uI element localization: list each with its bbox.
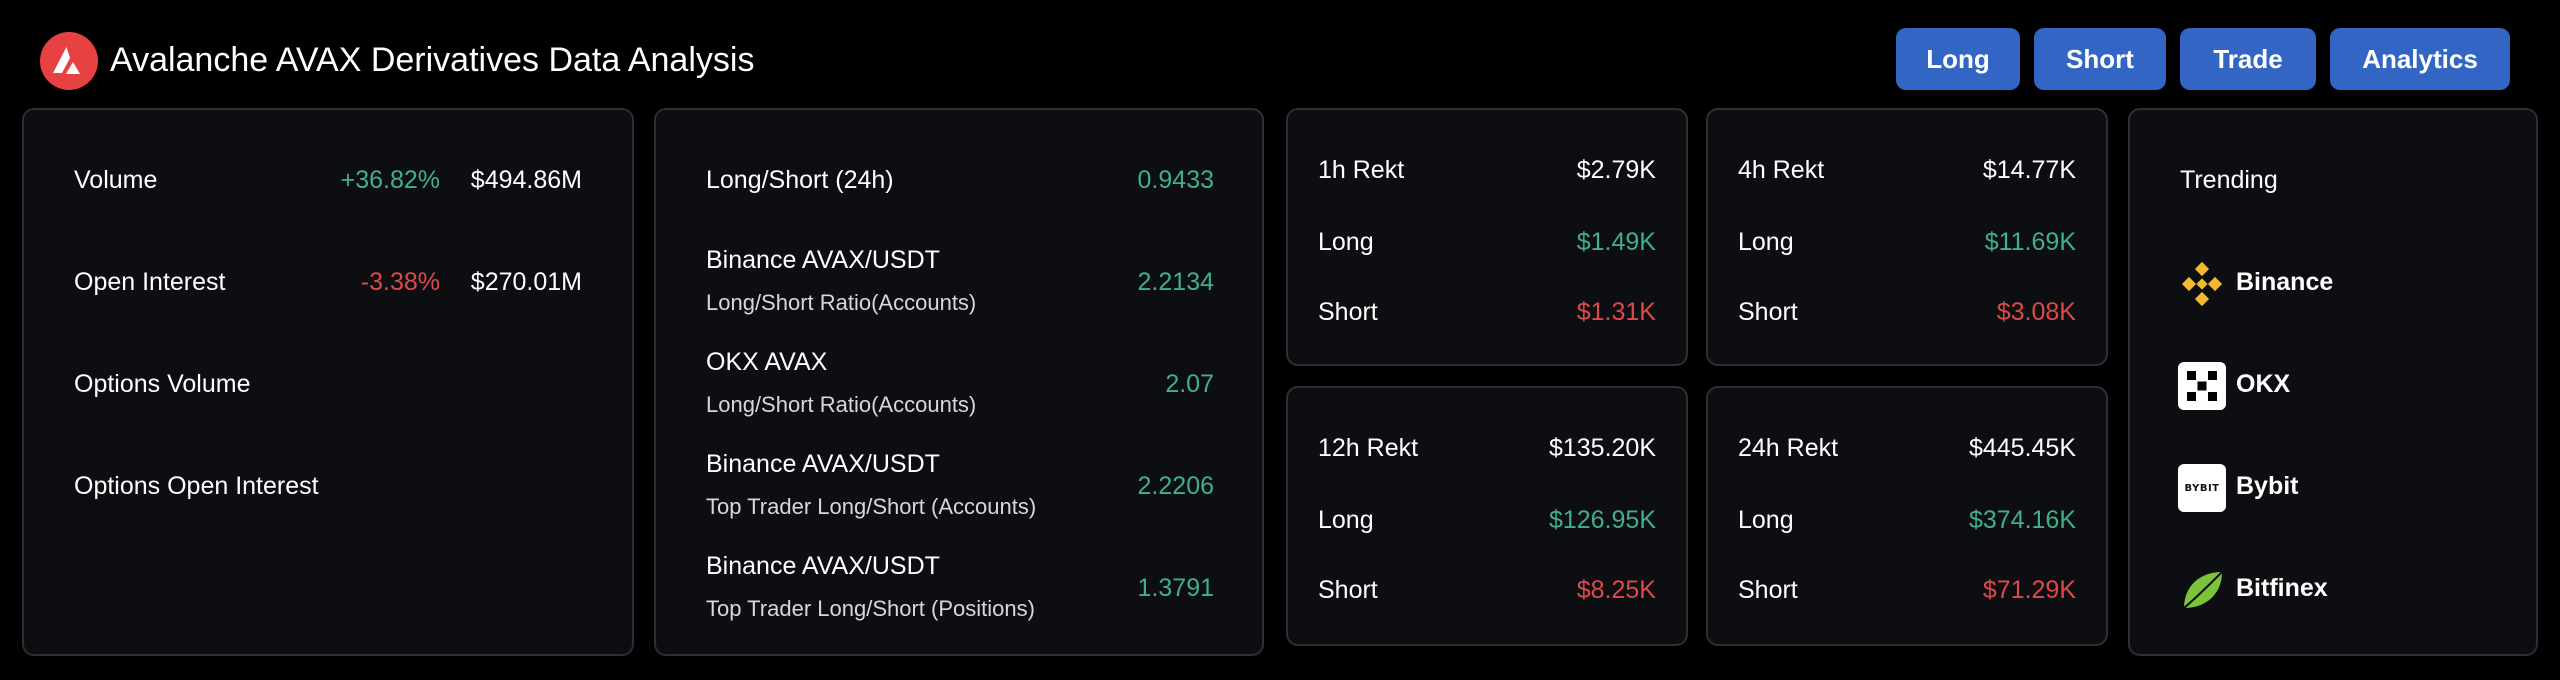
bybit-icon: BYBIT <box>2178 464 2226 512</box>
volume-label: Volume <box>74 166 158 194</box>
page-title: Avalanche AVAX Derivatives Data Analysis <box>110 41 755 79</box>
nav-analytics-button[interactable]: Analytics <box>2330 28 2510 90</box>
options-volume-label: Options Volume <box>74 370 251 398</box>
ratio-row-value: 2.2206 <box>1137 472 1214 500</box>
page-header: Avalanche AVAX Derivatives Data Analysis… <box>0 0 2560 110</box>
avalanche-logo-icon <box>40 32 98 90</box>
open-interest-change: -3.38% <box>360 268 440 296</box>
rekt-12h-short-value: $8.25K <box>1576 576 1656 604</box>
trending-exchange-bitfinex[interactable]: Bitfinex <box>2236 574 2328 602</box>
rekt-short-label: Short <box>1318 298 1378 326</box>
rekt-12h-card: 12h Rekt $135.20K Long $126.95K Short $8… <box>1286 386 1688 646</box>
rekt-1h-long-value: $1.49K <box>1576 228 1656 256</box>
rekt-12h-long-value: $126.95K <box>1548 506 1656 534</box>
trending-title: Trending <box>2180 166 2278 194</box>
open-interest-label: Open Interest <box>74 268 226 296</box>
trending-exchange-bybit[interactable]: Bybit <box>2236 472 2299 500</box>
ratio-row-title: Binance AVAX/USDT <box>706 552 940 580</box>
rekt-4h-label: 4h Rekt <box>1738 156 1825 184</box>
open-interest-value: $270.01M <box>470 268 582 296</box>
trending-card: Trending Binance OKX BYBIT <box>2128 108 2538 656</box>
bybit-icon-text: BYBIT <box>2184 482 2220 494</box>
rekt-12h-label: 12h Rekt <box>1318 434 1419 462</box>
ratio-row-value: 2.2134 <box>1137 268 1214 296</box>
rekt-4h-total: $14.77K <box>1982 156 2076 184</box>
long-short-ratio-card: Long/Short (24h) 0.9433 Binance AVAX/USD… <box>654 108 1264 656</box>
options-open-interest-label: Options Open Interest <box>74 472 319 500</box>
nav-short-button[interactable]: Short <box>2034 28 2166 90</box>
rekt-4h-long-value: $11.69K <box>1984 228 2076 256</box>
nav-long-button[interactable]: Long <box>1896 28 2020 90</box>
rekt-short-label: Short <box>1738 298 1798 326</box>
ratio-row-subtitle: Top Trader Long/Short (Accounts) <box>706 494 1037 519</box>
rekt-short-label: Short <box>1318 576 1378 604</box>
rekt-24h-long-value: $374.16K <box>1968 506 2076 534</box>
okx-icon <box>2178 362 2226 410</box>
ratio-row-value: 1.3791 <box>1137 574 1214 602</box>
rekt-24h-label: 24h Rekt <box>1738 434 1839 462</box>
rekt-4h-card: 4h Rekt $14.77K Long $11.69K Short $3.08… <box>1706 108 2108 366</box>
rekt-long-label: Long <box>1318 506 1374 534</box>
ratio-row-subtitle: Long/Short Ratio(Accounts) <box>706 290 977 315</box>
rekt-12h-total: $135.20K <box>1548 434 1656 462</box>
ratio-row-subtitle: Top Trader Long/Short (Positions) <box>706 596 1035 621</box>
rekt-long-label: Long <box>1738 506 1794 534</box>
ratio-row-value: 2.07 <box>1165 370 1214 398</box>
ratio-row-title: Binance AVAX/USDT <box>706 246 940 274</box>
ratio-row-subtitle: Long/Short Ratio(Accounts) <box>706 392 977 417</box>
volume-change: +36.82% <box>340 166 440 194</box>
rekt-24h-short-value: $71.29K <box>1982 576 2076 604</box>
nav-trade-button[interactable]: Trade <box>2180 28 2316 90</box>
bitfinex-icon <box>2178 566 2226 614</box>
rekt-short-label: Short <box>1738 576 1798 604</box>
ratio-row-title: Binance AVAX/USDT <box>706 450 940 478</box>
rekt-1h-total: $2.79K <box>1576 156 1656 184</box>
rekt-1h-short-value: $1.31K <box>1576 298 1656 326</box>
rekt-24h-total: $445.45K <box>1968 434 2076 462</box>
ratio-row-title: OKX AVAX <box>706 348 828 376</box>
rekt-1h-label: 1h Rekt <box>1318 156 1405 184</box>
rekt-long-label: Long <box>1738 228 1794 256</box>
volume-value: $494.86M <box>470 166 582 194</box>
rekt-1h-card: 1h Rekt $2.79K Long $1.49K Short $1.31K <box>1286 108 1688 366</box>
rekt-long-label: Long <box>1318 228 1374 256</box>
long-short-24h-label: Long/Short (24h) <box>706 166 894 194</box>
trending-exchange-binance[interactable]: Binance <box>2236 268 2334 296</box>
binance-icon <box>2178 260 2226 308</box>
market-overview-card: Volume +36.82% $494.86M Open Interest -3… <box>22 108 634 656</box>
trending-exchange-okx[interactable]: OKX <box>2236 370 2291 398</box>
long-short-24h-value: 0.9433 <box>1137 166 1214 194</box>
rekt-24h-card: 24h Rekt $445.45K Long $374.16K Short $7… <box>1706 386 2108 646</box>
rekt-4h-short-value: $3.08K <box>1996 298 2076 326</box>
